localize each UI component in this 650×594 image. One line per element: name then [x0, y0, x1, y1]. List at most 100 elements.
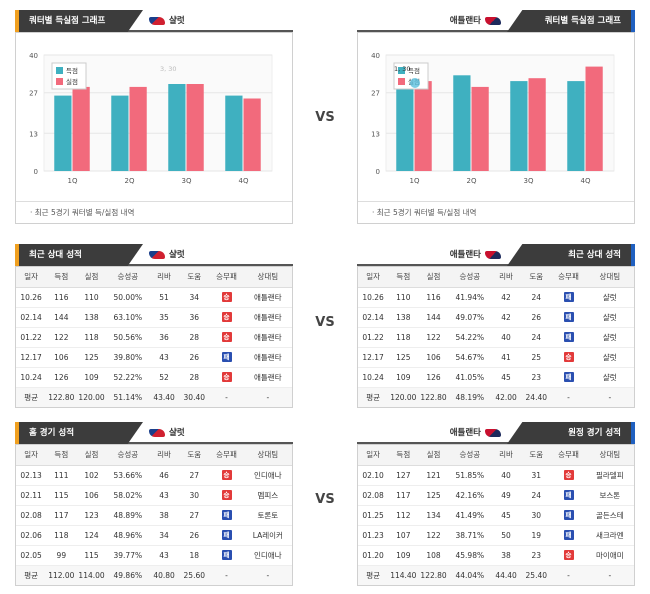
- result-cell: 승: [551, 465, 586, 486]
- table-cell: 126: [418, 367, 449, 388]
- away-header-right: 원정 경기 성적 애틀랜타: [357, 422, 635, 444]
- opponent-cell: 토론토: [243, 505, 292, 526]
- hover-tooltip: 1, 30: [394, 65, 411, 73]
- opponent-cell: 멤피스: [243, 485, 292, 506]
- average-cell: 44.40: [490, 565, 522, 585]
- result-badge: 승: [221, 490, 232, 500]
- y-tick-label: 0: [34, 168, 38, 176]
- table-cell: 52: [148, 367, 180, 388]
- table-cell: 118: [46, 525, 77, 546]
- home-table-box-left: 일자 득점 실점 승성공 리바 도움 승무패 상대팀 02.13 111 102 53.66% 46 27…: [15, 444, 293, 586]
- result-badge: 승: [221, 470, 232, 480]
- opponent-cell: 애틀랜타: [243, 327, 292, 348]
- table-row: 01.20 109 108 45.98% 38 23 승 마이애미: [358, 545, 634, 566]
- result-badge: 승: [563, 470, 574, 480]
- table-cell: 02.05: [16, 545, 47, 566]
- bar-scored: [225, 95, 243, 171]
- column-header: 승무패: [209, 445, 244, 466]
- table-cell: 02.14: [358, 307, 389, 328]
- average-cell: -: [551, 387, 586, 407]
- table-cell: 27: [179, 465, 210, 486]
- table-cell: 125: [418, 485, 449, 506]
- table-cell: 01.25: [358, 505, 389, 526]
- chart-box-left: 0 13 27 40 1Q 2Q 3Q 4Q 득점 실점 3, 30 · 최근 5경기 쿼터별 득/…: [15, 32, 293, 224]
- table-cell: 28: [179, 327, 210, 348]
- average-row: 평균 112.00 114.00 49.86% 40.80 25.60- -: [16, 565, 292, 585]
- table-cell: 123: [76, 505, 107, 526]
- result-cell: 승: [209, 327, 244, 348]
- result-cell: 패: [551, 327, 586, 348]
- legend-label: 실점: [66, 77, 78, 86]
- y-tick-label: 27: [371, 90, 380, 98]
- average-cell: -: [243, 565, 292, 585]
- average-cell: 24.40: [521, 387, 552, 407]
- table-cell: 45: [490, 367, 522, 388]
- average-cell: 122.80: [418, 387, 449, 407]
- bar-scored: [453, 75, 471, 171]
- table-cell: 125: [388, 347, 419, 368]
- column-header: 상대팀: [243, 267, 292, 288]
- average-cell: 48.19%: [448, 387, 491, 407]
- table-cell: 27: [179, 505, 210, 526]
- column-header: 상대팀: [585, 445, 634, 466]
- table-cell: 36: [148, 327, 180, 348]
- chart-box-right: 01327401Q2Q3Q4Q득점실점1, 30 · 최근 5경기 쿼터별 득/…: [357, 32, 635, 224]
- table-cell: 134: [418, 505, 449, 526]
- result-cell: 승: [551, 545, 586, 566]
- table-cell: 02.08: [358, 485, 389, 506]
- x-tick-label: 4Q: [239, 177, 249, 185]
- recent-team-right: 애틀랜타: [450, 248, 501, 262]
- table-cell: 38.71%: [448, 525, 491, 546]
- home-team-left: 샬럿: [149, 426, 185, 440]
- bar-scored: [567, 81, 585, 171]
- opponent-cell: 샬럿: [585, 327, 634, 348]
- table-cell: 99: [46, 545, 77, 566]
- opponent-cell: 골든스테: [585, 505, 634, 526]
- column-header: 일자: [16, 445, 47, 466]
- hawks-logo-icon: [485, 17, 501, 25]
- x-tick-label: 1Q: [410, 177, 420, 185]
- table-cell: 124: [76, 525, 107, 546]
- table-cell: 54.22%: [448, 327, 491, 348]
- result-cell: 승: [209, 367, 244, 388]
- table-row: 10.24 126 109 52.22% 52 28 승 애틀랜타: [16, 367, 292, 388]
- legend-swatch: [56, 67, 63, 74]
- table-row: 12.17 125 106 54.67% 41 25 승 샬럿: [358, 347, 634, 368]
- table-cell: 23: [521, 367, 552, 388]
- table-header-row: 일자 득점 실점 승성공 리바 도움 승무패 상대팀: [16, 445, 292, 466]
- column-header: 리바: [490, 267, 522, 288]
- result-cell: 승: [209, 485, 244, 506]
- bar-allowed: [585, 66, 603, 171]
- table-cell: 41.05%: [448, 367, 491, 388]
- table-cell: 02.14: [16, 307, 47, 328]
- result-badge: 패: [563, 530, 574, 540]
- result-cell: 패: [551, 307, 586, 328]
- y-tick-label: 13: [371, 130, 380, 138]
- average-cell: 122.80: [418, 565, 449, 585]
- bar-scored: [111, 95, 129, 171]
- hawks-logo-icon: [485, 429, 501, 437]
- average-cell: 112.00: [46, 565, 77, 585]
- recent-team-left: 샬럿: [149, 248, 185, 262]
- table-row: 02.10 127 121 51.85% 40 31 승 필라델피: [358, 465, 634, 486]
- table-cell: 02.13: [16, 465, 47, 486]
- recent-title-right: 최근 상대 성적: [507, 244, 635, 266]
- result-cell: 패: [209, 347, 244, 368]
- average-cell: 25.60: [179, 565, 210, 585]
- column-header: 일자: [358, 267, 389, 288]
- bar-allowed: [414, 81, 432, 171]
- average-cell: 114.00: [76, 565, 107, 585]
- table-cell: 53.66%: [106, 465, 149, 486]
- legend-swatch: [398, 67, 405, 74]
- table-cell: 01.20: [358, 545, 389, 566]
- opponent-cell: 애틀랜타: [243, 347, 292, 368]
- table-cell: 109: [388, 545, 419, 566]
- average-cell: -: [585, 387, 634, 407]
- table-cell: 26: [179, 525, 210, 546]
- recent-table-left: 일자 득점 실점 승성공 리바 도움 승무패 상대팀 10.26 116 110 50.00% 51 34…: [16, 267, 292, 407]
- column-header: 승성공: [106, 267, 149, 288]
- table-row: 10.26 116 110 50.00% 51 34 승 애틀랜타: [16, 287, 292, 308]
- table-cell: 10.26: [16, 287, 47, 308]
- column-header: 도움: [179, 267, 210, 288]
